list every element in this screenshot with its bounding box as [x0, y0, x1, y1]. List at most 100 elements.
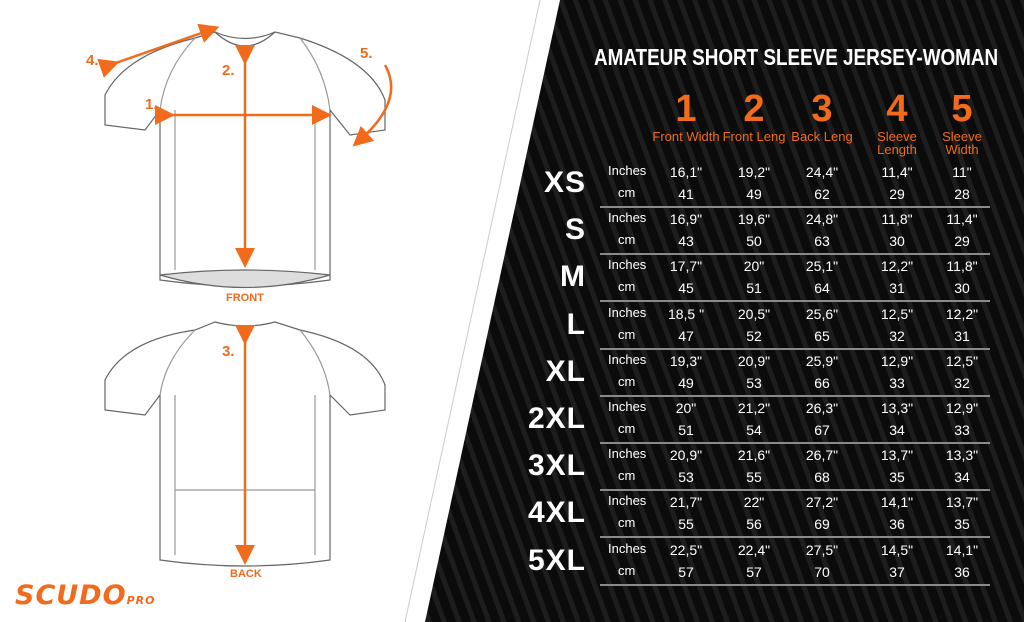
size-label: S: [564, 213, 586, 247]
row-divider: [600, 442, 990, 444]
unit-cm: cm: [618, 185, 636, 200]
unit-cm: cm: [618, 326, 636, 342]
unit-cm: cm: [618, 232, 636, 248]
value-inches: 12,2": [880, 258, 914, 275]
value-inches: 20": [743, 258, 765, 275]
value-cm: 28: [954, 186, 970, 202]
size-label: 2XL: [527, 402, 586, 435]
value-inches: 27,2": [805, 494, 839, 511]
value-cm: 62: [814, 186, 830, 202]
unit-cm: cm: [618, 562, 636, 578]
value-inches: 11": [952, 164, 972, 180]
value-cm: 55: [746, 469, 762, 486]
value-cm: 29: [954, 233, 970, 250]
value-cm: 32: [954, 374, 970, 391]
unit-inches: Inches: [608, 257, 647, 273]
value-inches: 11,4": [881, 164, 913, 180]
value-cm: 31: [889, 280, 905, 297]
unit-cm: cm: [618, 468, 636, 484]
value-cm: 69: [814, 516, 830, 533]
value-inches: 14,5": [880, 541, 914, 558]
column-label: Front Leng: [722, 129, 786, 144]
value-cm: 52: [746, 327, 762, 344]
value-inches: 26,3": [805, 400, 839, 416]
size-label: 3XL: [527, 449, 586, 483]
value-inches: 12,2": [945, 305, 979, 322]
value-cm: 35: [889, 469, 905, 486]
chart-title: AMATEUR SHORT SLEEVE JERSEY-WOMAN: [594, 44, 999, 70]
marker-5: 5.: [360, 45, 373, 62]
value-inches: 20,9": [737, 352, 771, 369]
unit-inches: Inches: [608, 493, 647, 509]
value-inches: 20,5": [737, 305, 771, 322]
value-inches: 26,7": [805, 447, 839, 464]
column-label: Front Width: [652, 129, 720, 144]
value-cm: 34: [889, 422, 905, 438]
value-cm: 64: [814, 280, 830, 297]
unit-cm: cm: [618, 373, 636, 389]
value-cm: 34: [954, 469, 970, 486]
value-inches: 13,7": [945, 494, 979, 511]
size-label: 5XL: [527, 543, 586, 577]
value-inches: 25,6": [805, 305, 839, 322]
value-inches: 12,5": [880, 305, 914, 322]
value-cm: 35: [954, 516, 970, 533]
unit-inches: Inches: [608, 399, 647, 414]
marker-4: 4.: [86, 52, 99, 69]
value-inches: 21,6": [737, 447, 771, 464]
unit-inches: Inches: [608, 351, 647, 367]
value-cm: 55: [678, 516, 694, 533]
front-caption: FRONT: [226, 292, 264, 304]
front-measurement-arrows: [97, 23, 393, 268]
value-inches: 11,8": [946, 258, 978, 275]
value-cm: 32: [889, 327, 905, 344]
value-cm: 37: [889, 563, 905, 580]
value-inches: 12,9": [945, 400, 979, 416]
marker-1: 1.: [145, 96, 158, 113]
value-cm: 29: [889, 186, 905, 202]
value-inches: 11,8": [881, 211, 913, 228]
row-divider: [600, 253, 990, 256]
value-inches: 14,1": [945, 541, 979, 558]
row-divider: [600, 347, 990, 350]
value-inches: 25,9": [805, 352, 839, 369]
marker-2: 2.: [222, 62, 235, 79]
value-cm: 57: [678, 563, 694, 580]
column-number: 2: [743, 88, 765, 130]
value-cm: 63: [814, 233, 830, 250]
column-label: Sleeve Width: [942, 129, 982, 157]
value-cm: 30: [954, 280, 970, 297]
unit-cm: cm: [618, 279, 636, 295]
value-inches: 14,1": [880, 494, 914, 511]
column-label: Sleeve Length: [877, 129, 917, 157]
value-cm: 36: [889, 516, 905, 533]
size-label: L: [566, 307, 586, 341]
row-divider: [600, 583, 990, 586]
size-label: 4XL: [527, 496, 586, 530]
value-cm: 36: [954, 563, 970, 580]
value-cm: 33: [954, 422, 970, 438]
marker-3: 3.: [222, 343, 235, 360]
value-inches: 12,5": [945, 352, 979, 369]
unit-inches: Inches: [608, 540, 647, 556]
unit-cm: cm: [618, 421, 636, 436]
value-inches: 13,3": [880, 400, 914, 416]
value-inches: 24,8": [805, 211, 839, 228]
row-divider: [600, 536, 990, 539]
value-inches: 16,9": [669, 211, 703, 228]
value-cm: 49: [678, 374, 694, 391]
value-inches: 21,2": [737, 400, 771, 416]
value-inches: 24,4": [805, 164, 839, 180]
value-inches: 12,9": [880, 352, 914, 369]
value-cm: 43: [678, 233, 694, 250]
jersey-diagram: [97, 23, 393, 567]
value-inches: 18,5 ": [667, 305, 705, 322]
column-number: 3: [811, 88, 833, 130]
value-cm: 57: [746, 563, 762, 580]
value-inches: 19,2": [737, 164, 771, 180]
value-cm: 56: [746, 516, 762, 533]
value-cm: 47: [678, 327, 694, 344]
value-cm: 53: [746, 374, 762, 391]
value-cm: 53: [678, 469, 694, 486]
value-inches: 22,5": [669, 541, 703, 558]
